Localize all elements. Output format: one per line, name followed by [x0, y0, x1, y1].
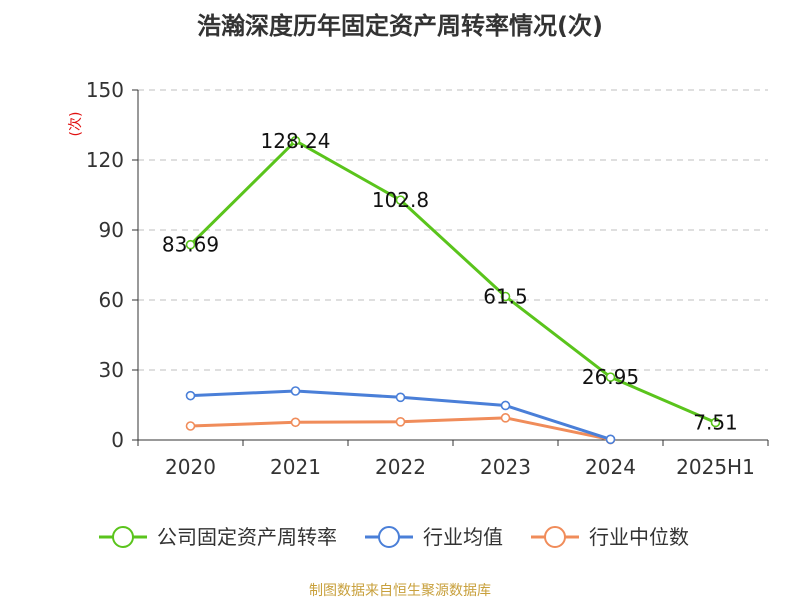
- data-point: [395, 195, 406, 205]
- legend-item: 行业中位数: [531, 525, 689, 549]
- y-tick-label: 60: [99, 288, 124, 312]
- legend-item: 公司固定资产周转率: [99, 525, 337, 549]
- legend-item: 行业均值: [365, 525, 503, 549]
- data-point: [185, 421, 196, 431]
- x-tick-label: 2023: [480, 455, 531, 479]
- chart-title: 浩瀚深度历年固定资产周转率情况(次): [197, 12, 603, 40]
- data-label: 83.69: [162, 233, 219, 257]
- y-tick-label: 30: [99, 358, 124, 382]
- y-tick-label: 0: [111, 428, 124, 452]
- y-tick-label: 90: [99, 218, 124, 242]
- data-point: [290, 386, 301, 396]
- data-label: 102.8: [372, 188, 429, 212]
- series-line: [189, 139, 717, 424]
- x-tick-label: 2020: [165, 455, 216, 479]
- axes: 0 30 60 90 120 150 2020 2021 2022 2023 2024 2025H1: [86, 78, 769, 479]
- data-point: [500, 291, 511, 302]
- data-point: [605, 434, 616, 445]
- x-tick-label: 2025H1: [676, 455, 755, 479]
- legend-marker: [378, 526, 400, 548]
- legend-label: 行业中位数: [589, 525, 689, 549]
- data-label: 26.95: [582, 365, 639, 389]
- data-point: [185, 390, 196, 401]
- series-group: 83.69 128.24 102.8 61.5 26.95 7.51: [162, 129, 738, 445]
- legend-marker: [544, 526, 566, 548]
- legend: 公司固定资产周转率 行业均值 行业中位数: [99, 525, 689, 549]
- y-tick-label: 150: [86, 78, 124, 102]
- data-source: 制图数据来自恒生聚源数据库: [309, 583, 491, 599]
- x-tick-label: 2022: [375, 455, 426, 479]
- legend-label: 行业均值: [423, 525, 503, 549]
- grid: [138, 89, 768, 371]
- data-point: [710, 417, 721, 428]
- data-point: [605, 372, 616, 382]
- legend-label: 公司固定资产周转率: [157, 525, 337, 549]
- data-label: 7.51: [693, 410, 738, 434]
- data-point: [500, 400, 511, 411]
- data-point: [395, 416, 406, 427]
- data-point: [290, 417, 301, 428]
- x-tick-label: 2024: [585, 455, 636, 479]
- legend-marker: [112, 526, 134, 548]
- y-axis-label: (次): [68, 112, 84, 137]
- data-point: [395, 392, 406, 403]
- data-label: 61.5: [483, 285, 528, 309]
- data-label: 128.24: [261, 129, 331, 153]
- x-tick-label: 2021: [270, 455, 321, 479]
- data-point: [500, 413, 511, 423]
- data-point: [185, 239, 196, 250]
- y-tick-label: 120: [86, 148, 124, 172]
- data-point: [290, 135, 301, 146]
